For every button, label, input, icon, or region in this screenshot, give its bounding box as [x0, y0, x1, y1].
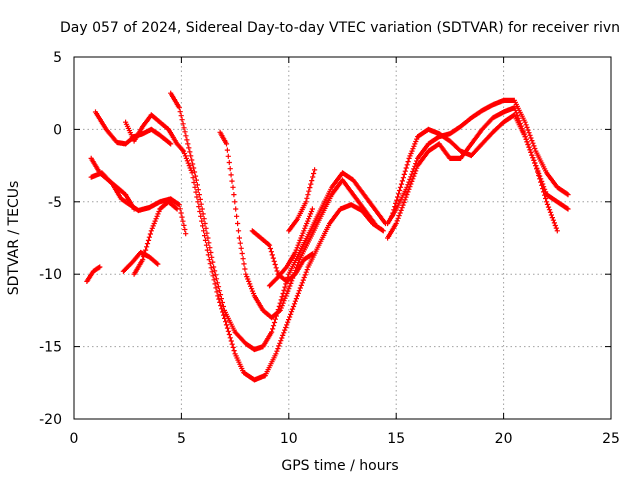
series-track-15	[389, 112, 560, 234]
x-tick-label: 5	[177, 431, 186, 447]
plus-markers	[131, 199, 180, 277]
plus-markers	[286, 167, 318, 234]
y-tick-label: -10	[39, 267, 62, 283]
plus-markers	[217, 129, 378, 321]
x-tick-label: 20	[495, 431, 513, 447]
plus-markers	[168, 90, 389, 353]
series-track-2	[168, 90, 389, 353]
series-track-11	[266, 206, 315, 289]
chart-title: Day 057 of 2024, Sidereal Day-to-day VTE…	[60, 20, 620, 36]
series-track-6	[84, 264, 103, 284]
y-tick-label: 0	[53, 122, 62, 138]
plot-frame	[73, 56, 612, 420]
axis-ticks: 0 5 10 15 20 25 5 0 -5 -10 -15 -20	[39, 50, 620, 447]
plus-markers	[385, 97, 571, 227]
y-tick-label: 5	[53, 50, 62, 66]
x-tick-label: 0	[70, 431, 79, 447]
series-track-5	[88, 170, 189, 237]
series-track-9	[217, 129, 378, 321]
plus-markers	[266, 206, 315, 289]
grid	[74, 57, 611, 419]
plus-markers	[123, 112, 386, 383]
y-tick-label: -15	[39, 340, 62, 356]
series-track-3	[123, 112, 386, 383]
x-axis-label: GPS time / hours	[281, 458, 398, 474]
plus-markers	[389, 112, 560, 234]
series-track-13	[385, 97, 571, 227]
data-series	[84, 90, 571, 383]
series-track-8	[131, 199, 180, 277]
y-tick-label: -5	[48, 195, 62, 211]
x-tick-label: 15	[387, 431, 405, 447]
plus-markers	[84, 264, 103, 284]
y-tick-label: -20	[39, 412, 62, 428]
x-tick-label: 25	[602, 431, 620, 447]
y-axis-label: SDTVAR / TECUs	[6, 181, 22, 296]
x-tick-label: 10	[280, 431, 298, 447]
series-track-12	[286, 167, 318, 234]
plus-markers	[88, 170, 189, 237]
